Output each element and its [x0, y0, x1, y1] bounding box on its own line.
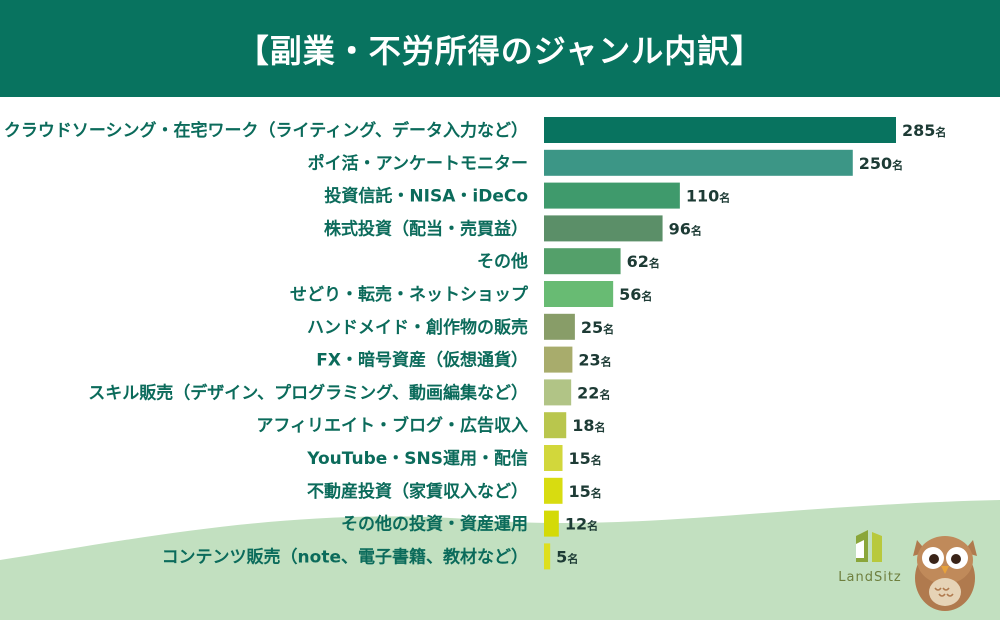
category-label: 株式投資（配当・売買益）	[324, 218, 528, 239]
category-label: スキル販売（デザイン、プログラミング、動画編集など）	[88, 382, 528, 403]
value-label: 62名	[627, 252, 660, 271]
value-label: 250名	[859, 154, 903, 173]
value-label: 18名	[572, 416, 605, 435]
category-label: せどり・転売・ネットショップ	[290, 284, 529, 305]
category-label: FX・暗号資産（仮想通貨）	[316, 350, 528, 371]
bar	[544, 281, 614, 307]
bar	[544, 543, 551, 570]
bar	[544, 182, 680, 209]
house-logo-icon	[856, 530, 882, 562]
bar	[544, 346, 573, 373]
value-label: 285名	[902, 121, 946, 140]
bar	[544, 149, 853, 176]
category-label: 不動産投資（家賃収入など）	[307, 481, 528, 502]
bar	[544, 412, 567, 439]
value-label: 12名	[565, 515, 598, 534]
owl-mascot-icon	[913, 536, 977, 611]
value-label: 22名	[577, 383, 610, 402]
chart-title: 【副業・不労所得のジャンル内訳】	[236, 31, 764, 70]
category-label: 投資信託・NISA・iDeCo	[324, 186, 528, 207]
bar	[544, 477, 563, 504]
value-label: 5名	[556, 547, 578, 566]
category-label: アフィリエイト・ブログ・広告収入	[256, 415, 528, 436]
bar	[544, 313, 575, 340]
value-label: 56名	[619, 285, 652, 304]
landsitz-logo: LandSitz	[820, 528, 920, 608]
bar	[544, 248, 621, 275]
category-label: ポイ活・アンケートモニター	[308, 153, 528, 174]
category-label: YouTube・SNS運用・配信	[306, 448, 528, 469]
title-banner: 【副業・不労所得のジャンル内訳】	[0, 0, 1000, 97]
category-label: コンテンツ販売（note、電子書籍、教材など）	[162, 546, 528, 567]
bar	[544, 215, 663, 242]
value-label: 25名	[581, 318, 614, 337]
category-label: その他	[477, 251, 528, 272]
value-label: 110名	[686, 187, 730, 206]
value-label: 15名	[569, 482, 602, 501]
logo-text: LandSitz	[838, 570, 902, 585]
value-label: 96名	[669, 219, 702, 238]
category-label: ハンドメイド・創作物の販売	[307, 317, 528, 338]
bar	[544, 510, 559, 537]
category-label: その他の投資・資産運用	[341, 514, 528, 535]
bar	[544, 445, 563, 471]
value-label: 15名	[569, 449, 602, 468]
category-label: クラウドソーシング・在宅ワーク（ライティング、データ入力など）	[4, 120, 528, 141]
bar	[544, 117, 896, 143]
bar	[544, 379, 572, 406]
value-label: 23名	[578, 351, 611, 370]
